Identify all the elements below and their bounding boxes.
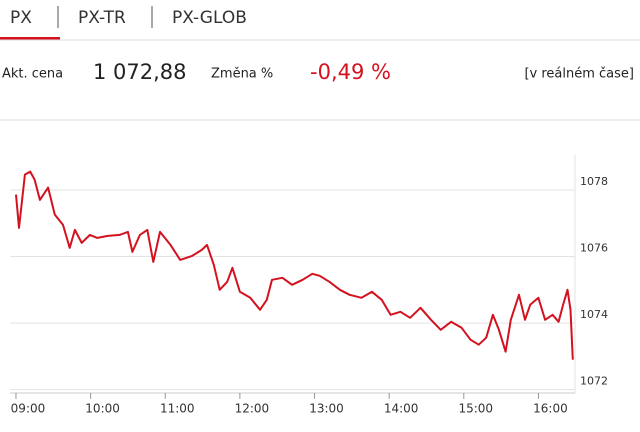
x-tick-label: 16:00 [533,402,568,416]
x-tick-label: 11:00 [160,402,195,416]
price: 1 072,88 [93,60,187,84]
price-label: Akt. cena [2,67,63,82]
price-line [15,170,574,360]
active-tab-underline [0,37,60,40]
x-tick-label: 15:00 [458,402,493,416]
change: -0,49 % [310,60,391,84]
y-tick-label: 1072 [580,375,608,388]
y-tick-label: 1074 [580,308,608,321]
x-tick-label: 12:00 [235,402,270,416]
x-tick-label: 13:00 [309,402,344,416]
x-tick-label: 14:00 [384,402,419,416]
x-tick-label: 10:00 [85,402,120,416]
y-tick-label: 1078 [580,175,608,188]
tab[interactable]: PX [10,8,32,28]
y-tick-label: 1076 [580,242,608,255]
chart: 1072 1074 1076 1078 09:00 10:00 11:00 12:00 13:0… [10,155,608,416]
x-tick-label: 09:00 [11,402,46,416]
change-label: Změna % [211,67,273,82]
mode: [v reálném čase] [524,67,634,82]
tab[interactable]: PX-GLOB [172,8,247,28]
tab[interactable]: PX-TR [78,8,126,28]
